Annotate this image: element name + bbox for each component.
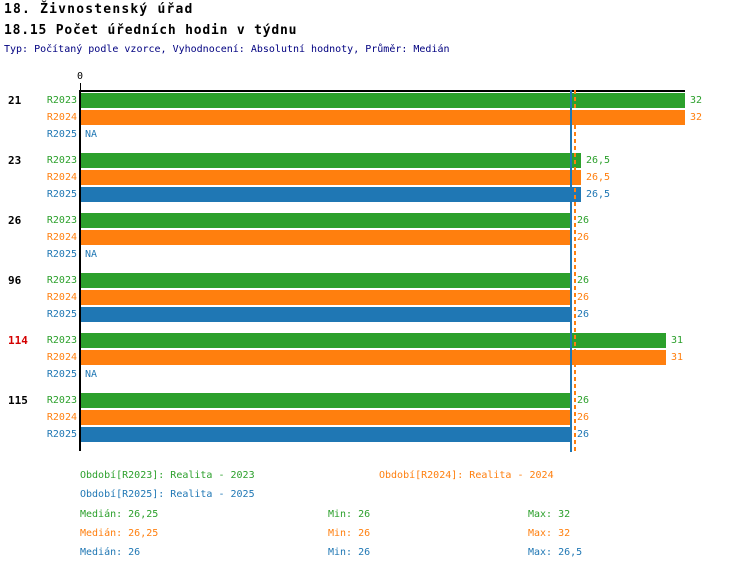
median-line-r2024	[574, 90, 576, 452]
legend-item-r2024: Období[R2024]: Realita - 2024	[379, 470, 554, 481]
bar-value-label: 26,5	[586, 189, 611, 200]
series-label-r2023: R2023	[46, 215, 77, 226]
axis-zero-tick-mark	[80, 83, 81, 90]
bar-value-label: 26	[577, 395, 590, 406]
series-label-r2024: R2024	[46, 412, 77, 423]
bar-r2024	[81, 170, 581, 185]
series-label-r2023: R2023	[46, 335, 77, 346]
bar-r2025	[81, 427, 572, 442]
bar-r2023	[81, 93, 685, 108]
stat-median-r2024: Medián: 26,25	[80, 528, 159, 539]
na-label: NA	[85, 249, 98, 260]
bar-value-label: 26	[577, 412, 590, 423]
bar-value-label: 26	[577, 275, 590, 286]
bar-value-label: 26,5	[586, 155, 611, 166]
series-label-r2025: R2025	[46, 249, 77, 260]
stat-median-r2023: Medián: 26,25	[80, 509, 159, 520]
series-label-r2025: R2025	[46, 429, 77, 440]
stat-median-r2025: Medián: 26	[80, 547, 141, 558]
bar-r2023	[81, 273, 572, 288]
series-label-r2025: R2025	[46, 309, 77, 320]
series-label-r2024: R2024	[46, 112, 77, 123]
group-label: 26	[8, 214, 22, 227]
bar-r2024	[81, 290, 572, 305]
bar-value-label: 26,5	[586, 172, 611, 183]
group-label: 114	[8, 334, 28, 347]
bar-r2024	[81, 350, 666, 365]
median-line-r2025	[570, 90, 572, 452]
series-label-r2023: R2023	[46, 155, 77, 166]
stat-min-r2024: Min: 26	[328, 528, 371, 539]
series-label-r2023: R2023	[46, 275, 77, 286]
bar-r2023	[81, 393, 572, 408]
na-label: NA	[85, 369, 98, 380]
stat-min-r2025: Min: 26	[328, 547, 371, 558]
axis-vertical-line	[79, 90, 81, 451]
group-label: 21	[8, 94, 22, 107]
axis-top-line	[80, 90, 685, 92]
bar-value-label: 26	[577, 215, 590, 226]
bar-value-label: 31	[671, 352, 684, 363]
series-label-r2023: R2023	[46, 95, 77, 106]
series-label-r2024: R2024	[46, 352, 77, 363]
bar-value-label: 26	[577, 309, 590, 320]
bar-value-label: 26	[577, 429, 590, 440]
bar-r2025	[81, 187, 581, 202]
bar-r2023	[81, 153, 581, 168]
page-subtitle: 18.15 Počet úředních hodin v týdnu	[4, 23, 298, 38]
stat-min-r2023: Min: 26	[328, 509, 371, 520]
chart-meta-line: Typ: Počítaný podle vzorce, Vyhodnocení:…	[4, 44, 450, 55]
stat-max-r2023: Max: 32	[528, 509, 571, 520]
bar-value-label: 31	[671, 335, 684, 346]
na-label: NA	[85, 129, 98, 140]
group-label: 115	[8, 394, 28, 407]
group-label: 23	[8, 154, 22, 167]
series-label-r2025: R2025	[46, 369, 77, 380]
bar-r2023	[81, 333, 666, 348]
legend-item-r2025: Období[R2025]: Realita - 2025	[80, 489, 255, 500]
bar-r2025	[81, 307, 572, 322]
series-label-r2025: R2025	[46, 129, 77, 140]
stat-max-r2025: Max: 26,5	[528, 547, 583, 558]
page-title: 18. Živnostenský úřad	[4, 2, 194, 17]
legend-item-r2023: Období[R2023]: Realita - 2023	[80, 470, 255, 481]
bar-r2024	[81, 410, 572, 425]
bar-value-label: 32	[690, 112, 703, 123]
bar-value-label: 26	[577, 232, 590, 243]
axis-zero-tick-label: 0	[76, 71, 84, 82]
series-label-r2024: R2024	[46, 232, 77, 243]
bar-value-label: 32	[690, 95, 703, 106]
bar-r2023	[81, 213, 572, 228]
bar-value-label: 26	[577, 292, 590, 303]
series-label-r2024: R2024	[46, 172, 77, 183]
series-label-r2024: R2024	[46, 292, 77, 303]
bar-r2024	[81, 110, 685, 125]
series-label-r2023: R2023	[46, 395, 77, 406]
bar-r2024	[81, 230, 572, 245]
stat-max-r2024: Max: 32	[528, 528, 571, 539]
group-label: 96	[8, 274, 22, 287]
series-label-r2025: R2025	[46, 189, 77, 200]
